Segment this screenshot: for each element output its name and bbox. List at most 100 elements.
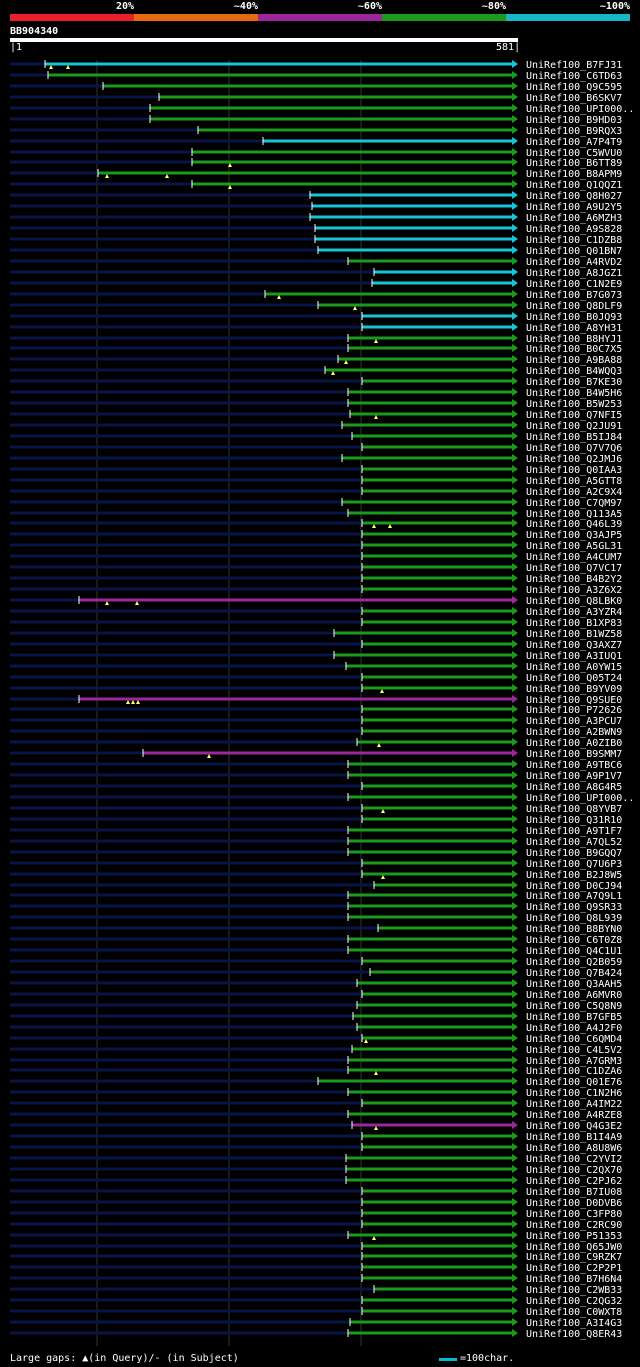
hit-row[interactable]: UniRef100_A3Z6X2 (10, 585, 622, 596)
hit-label[interactable]: UniRef100_Q4G3E2 (526, 1121, 622, 1132)
hit-label[interactable]: UniRef100_Q7U6P3 (526, 859, 622, 870)
hit-row[interactable]: UniRef100_B6TT89 (10, 158, 622, 169)
hit-label[interactable]: UniRef100_C1DZB8 (526, 235, 622, 246)
hit-label[interactable]: UniRef100_A2C9X4 (526, 487, 622, 498)
hit-label[interactable]: UniRef100_B7G073 (526, 290, 622, 301)
hit-row[interactable]: UniRef100_A9TBC6 (10, 760, 622, 771)
hit-row[interactable]: UniRef100_C6QMD4 (10, 1034, 622, 1045)
hit-row[interactable]: UniRef100_D0DVB6 (10, 1198, 622, 1209)
hit-label[interactable]: UniRef100_A5GTT8 (526, 476, 622, 487)
hit-label[interactable]: UniRef100_Q9C595 (526, 82, 622, 93)
hit-row[interactable]: UniRef100_B7KE30 (10, 377, 622, 388)
hit-label[interactable]: UniRef100_B4WQQ3 (526, 366, 622, 377)
hit-label[interactable]: UniRef100_A8YH31 (526, 323, 622, 334)
hit-row[interactable]: UniRef100_A2BWN9 (10, 727, 622, 738)
hit-row[interactable]: UniRef100_A7QL52 (10, 837, 622, 848)
hit-row[interactable]: UniRef100_P72626 (10, 705, 622, 716)
hit-label[interactable]: UniRef100_C2P2P1 (526, 1263, 622, 1274)
hit-row[interactable]: UniRef100_Q9SUE0 (10, 695, 622, 706)
hit-row[interactable]: UniRef100_B9GQQ7 (10, 848, 622, 859)
hit-row[interactable]: UniRef100_A6MZH3 (10, 213, 622, 224)
hit-label[interactable]: UniRef100_A0ZIB0 (526, 738, 622, 749)
hit-label[interactable]: UniRef100_Q113A5 (526, 509, 622, 520)
hit-row[interactable]: UniRef100_A0YW15 (10, 662, 622, 673)
hit-row[interactable]: UniRef100_C6T0Z8 (10, 935, 622, 946)
hit-row[interactable]: UniRef100_B1WZ58 (10, 629, 622, 640)
hit-label[interactable]: UniRef100_B4B2Y2 (526, 574, 622, 585)
hit-label[interactable]: UniRef100_C6T0Z8 (526, 935, 622, 946)
hit-label[interactable]: UniRef100_C4L5V2 (526, 1045, 622, 1056)
hit-label[interactable]: UniRef100_A2BWN9 (526, 727, 622, 738)
hit-label[interactable]: UniRef100_Q3AXZ7 (526, 640, 622, 651)
hit-label[interactable]: UniRef100_Q01E76 (526, 1077, 622, 1088)
hit-row[interactable]: UniRef100_B1XP83 (10, 618, 622, 629)
hit-label[interactable]: UniRef100_A4IM22 (526, 1099, 622, 1110)
hit-row[interactable]: UniRef100_Q4C1U1 (10, 946, 622, 957)
hit-label[interactable]: UniRef100_B9RQX3 (526, 126, 622, 137)
hit-label[interactable]: UniRef100_B4W5H6 (526, 388, 622, 399)
hit-row[interactable]: UniRef100_C2P2P1 (10, 1263, 622, 1274)
hit-label[interactable]: UniRef100_Q8H027 (526, 191, 622, 202)
hit-row[interactable]: UniRef100_A9BA88 (10, 355, 622, 366)
hit-row[interactable]: UniRef100_Q1QQZ1 (10, 180, 622, 191)
hit-row[interactable]: UniRef100_B8BYN0 (10, 924, 622, 935)
hit-row[interactable]: UniRef100_Q3AAH5 (10, 979, 622, 990)
hit-label[interactable]: UniRef100_Q7VC17 (526, 563, 622, 574)
hit-row[interactable]: UniRef100_B1I4A9 (10, 1132, 622, 1143)
hit-row[interactable]: UniRef100_Q8ER43 (10, 1329, 622, 1340)
hit-row[interactable]: UniRef100_B7H6N4 (10, 1274, 622, 1285)
hit-label[interactable]: UniRef100_C7QM97 (526, 498, 622, 509)
hit-label[interactable]: UniRef100_A4CUM7 (526, 552, 622, 563)
hit-label[interactable]: UniRef100_A9U2Y5 (526, 202, 622, 213)
hit-row[interactable]: UniRef100_A4CUM7 (10, 552, 622, 563)
hit-row[interactable]: UniRef100_Q01E76 (10, 1077, 622, 1088)
hit-label[interactable]: UniRef100_C1N2E9 (526, 279, 622, 290)
hit-row[interactable]: UniRef100_A7P4T9 (10, 137, 622, 148)
hit-row[interactable]: UniRef100_Q7U6P3 (10, 859, 622, 870)
hit-label[interactable]: UniRef100_B2J8W5 (526, 870, 622, 881)
hit-label[interactable]: UniRef100_B1I4A9 (526, 1132, 622, 1143)
hit-row[interactable]: UniRef100_B8APM9 (10, 169, 622, 180)
hit-row[interactable]: UniRef100_C2YVI2 (10, 1154, 622, 1165)
hit-label[interactable]: UniRef100_B7KE30 (526, 377, 622, 388)
hit-row[interactable]: UniRef100_B9SMM7 (10, 749, 622, 760)
hit-label[interactable]: UniRef100_B6SKV7 (526, 93, 622, 104)
hit-row[interactable]: UniRef100_C0WXT8 (10, 1307, 622, 1318)
hit-row[interactable]: UniRef100_C2RC90 (10, 1220, 622, 1231)
hit-label[interactable]: UniRef100_B7H6N4 (526, 1274, 622, 1285)
hit-row[interactable]: UniRef100_A9T1F7 (10, 826, 622, 837)
hit-label[interactable]: UniRef100_A9P1V7 (526, 771, 622, 782)
hit-label[interactable]: UniRef100_Q1QQZ1 (526, 180, 622, 191)
hit-label[interactable]: UniRef100_A4RZE8 (526, 1110, 622, 1121)
hit-row[interactable]: UniRef100_B2J8W5 (10, 870, 622, 881)
hit-row[interactable]: UniRef100_A7Q9L1 (10, 891, 622, 902)
hit-row[interactable]: UniRef100_Q2JU91 (10, 421, 622, 432)
hit-row[interactable]: UniRef100_A8JGZ1 (10, 268, 622, 279)
hit-row[interactable]: UniRef100_Q7NFI5 (10, 410, 622, 421)
hit-row[interactable]: UniRef100_B0C7X5 (10, 344, 622, 355)
hit-label[interactable]: UniRef100_C1DZA6 (526, 1066, 622, 1077)
hit-row[interactable]: UniRef100_A9S828 (10, 224, 622, 235)
hit-row[interactable]: UniRef100_A5GL31 (10, 541, 622, 552)
hit-row[interactable]: UniRef100_Q46L39 (10, 519, 622, 530)
hit-label[interactable]: UniRef100_Q3AAH5 (526, 979, 622, 990)
hit-row[interactable]: UniRef100_Q2JMJ6 (10, 454, 622, 465)
hit-label[interactable]: UniRef100_Q65JW0 (526, 1242, 622, 1253)
hit-label[interactable]: UniRef100_B0C7X5 (526, 344, 622, 355)
hit-row[interactable]: UniRef100_D0CJ94 (10, 881, 622, 892)
hit-label[interactable]: UniRef100_Q8LBK0 (526, 596, 622, 607)
hit-row[interactable]: UniRef100_B5W253 (10, 399, 622, 410)
hit-row[interactable]: UniRef100_Q7VC17 (10, 563, 622, 574)
hit-label[interactable]: UniRef100_Q9SUE0 (526, 695, 622, 706)
hit-label[interactable]: UniRef100_B7IU08 (526, 1187, 622, 1198)
hit-row[interactable]: UniRef100_C4L5V2 (10, 1045, 622, 1056)
hit-row[interactable]: UniRef100_Q3AJP5 (10, 530, 622, 541)
hit-row[interactable]: UniRef100_C9RZK7 (10, 1252, 622, 1263)
hit-label[interactable]: UniRef100_A3IUQ1 (526, 651, 622, 662)
hit-row[interactable]: UniRef100_Q113A5 (10, 509, 622, 520)
hit-label[interactable]: UniRef100_A7GRM3 (526, 1056, 622, 1067)
hit-row[interactable]: UniRef100_C6TD63 (10, 71, 622, 82)
hit-label[interactable]: UniRef100_Q8ER43 (526, 1329, 622, 1340)
hit-row[interactable]: UniRef100_C5WVU0 (10, 148, 622, 159)
hit-label[interactable]: UniRef100_Q2JU91 (526, 421, 622, 432)
